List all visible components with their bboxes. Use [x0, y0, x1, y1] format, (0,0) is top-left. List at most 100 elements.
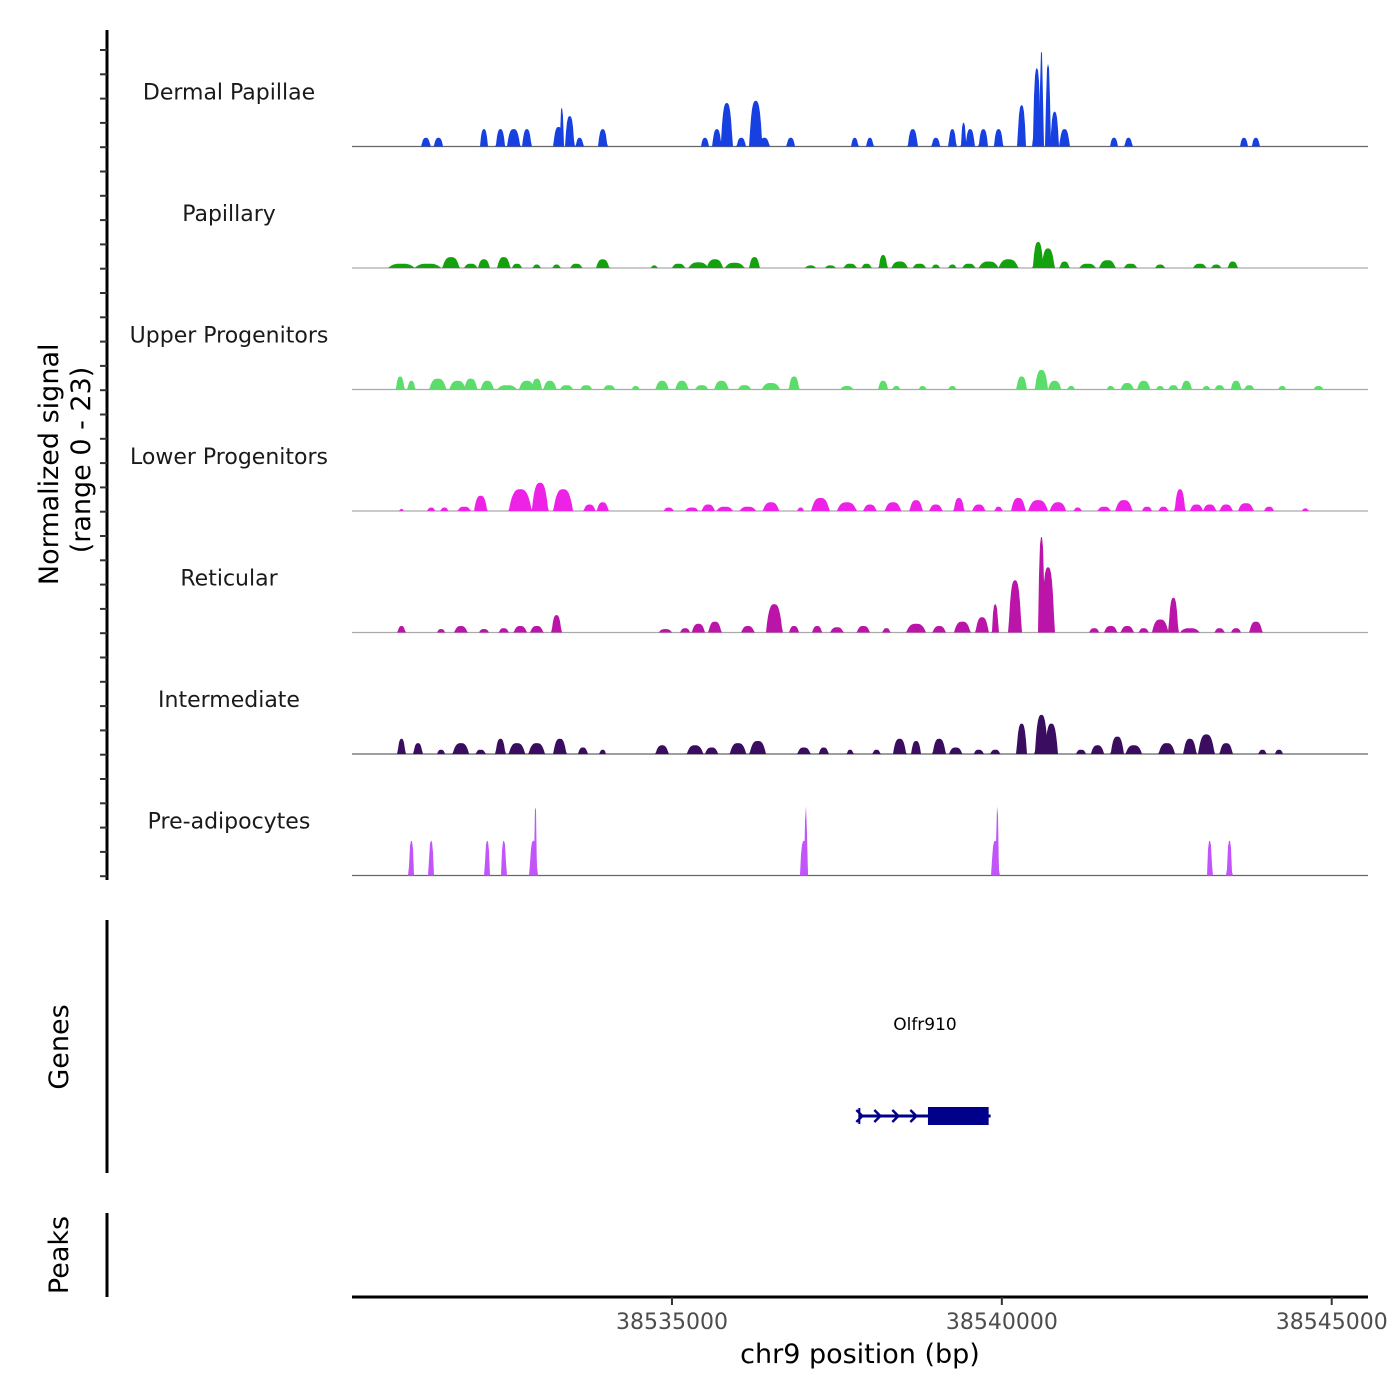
signal-peak — [1016, 723, 1027, 754]
genes-panel-label: Genes — [44, 1004, 75, 1089]
signal-peak — [1067, 386, 1076, 390]
signal-peak — [830, 627, 844, 633]
signal-peak — [397, 626, 406, 633]
signal-peak — [475, 749, 486, 754]
track-papillary: Papillary — [182, 202, 1368, 269]
signal-peak — [497, 385, 517, 390]
signal-peak — [789, 626, 799, 633]
gene-olfr910[interactable]: Olfr910 — [855, 1015, 991, 1125]
signal-peak — [1302, 508, 1309, 511]
signal-peak — [1313, 386, 1324, 390]
signal-peak — [531, 378, 543, 390]
signal-peak — [1059, 261, 1070, 268]
signal-peak — [1179, 628, 1200, 633]
signal-peak — [866, 137, 874, 147]
signal-peak — [761, 383, 781, 390]
signal-peak — [479, 129, 488, 147]
signal-peak — [395, 376, 405, 390]
signal-peak — [1034, 714, 1049, 754]
signal-peak — [1050, 111, 1059, 147]
signal-peak — [1238, 503, 1254, 511]
signal-peak — [788, 376, 800, 390]
signal-peak — [1016, 376, 1027, 390]
x-tick-label: 38540000 — [946, 1310, 1058, 1335]
signal-peak — [650, 265, 658, 268]
track-label: Papillary — [182, 202, 276, 227]
signal-peak — [811, 498, 830, 511]
x-axis-title: chr9 position (bp) — [740, 1339, 980, 1370]
signal-peak — [428, 840, 434, 876]
signal-peak — [909, 500, 923, 511]
signal-peak — [1079, 263, 1096, 268]
signal-peak — [1203, 504, 1217, 511]
signal-peak — [911, 741, 922, 754]
signal-peak — [907, 129, 918, 147]
signal-peak — [1207, 840, 1213, 876]
signal-peak — [414, 263, 442, 268]
signal-peak — [671, 263, 686, 268]
signal-peak — [1264, 506, 1274, 511]
signal-peak — [522, 129, 532, 147]
signal-peak — [706, 259, 724, 268]
signal-peak — [1138, 628, 1149, 633]
signal-peak — [565, 116, 575, 147]
signal-peak — [531, 482, 549, 511]
signal-peak — [872, 749, 881, 754]
signal-peak — [932, 738, 946, 754]
signal-peak — [741, 626, 755, 633]
gene-label: Olfr910 — [893, 1015, 957, 1035]
signal-peak — [948, 386, 957, 390]
signal-peak — [1214, 385, 1225, 390]
signal-peak — [805, 265, 816, 268]
signal-peak — [704, 747, 719, 754]
gene-exon — [927, 1107, 989, 1125]
signal-peak — [478, 629, 489, 633]
peaks-panel-label: Peaks — [44, 1216, 75, 1294]
signal-peak — [413, 743, 423, 754]
signal-peak — [1106, 386, 1115, 390]
track-dermal-papillae: Dermal Papillae — [143, 51, 1368, 148]
signal-peak — [1115, 500, 1133, 511]
signal-peak — [1249, 621, 1263, 633]
signal-peak — [701, 504, 715, 511]
signal-peak — [724, 262, 745, 268]
signal-peak — [892, 738, 907, 754]
strand-arrow-icon — [891, 1109, 901, 1123]
signal-peak — [1076, 749, 1086, 754]
signal-peak — [421, 137, 431, 147]
signal-peak — [551, 615, 562, 633]
track-upper-progenitors: Upper Progenitors — [130, 324, 1368, 391]
signal-peak — [712, 129, 722, 147]
signal-peak — [1258, 749, 1267, 754]
signal-peak — [583, 504, 596, 511]
signal-peak — [1214, 628, 1225, 633]
signal-peak — [1123, 263, 1138, 268]
signal-peak — [552, 264, 561, 268]
signal-peak — [1168, 385, 1179, 390]
signal-peak — [655, 380, 669, 390]
signal-peak — [388, 263, 415, 268]
signal-peak — [596, 502, 609, 511]
signal-peak — [998, 259, 1019, 268]
signal-peak — [1032, 241, 1044, 268]
signal-peak — [1158, 743, 1176, 754]
signal-peak — [408, 840, 415, 876]
y-axis-title: Normalized signal (range 0 - 23) — [34, 335, 97, 585]
signal-peak — [1156, 386, 1165, 390]
signal-peak — [716, 506, 733, 511]
signal-peak — [1274, 749, 1283, 754]
signal-peak — [978, 129, 988, 147]
signal-peak — [442, 257, 460, 268]
signal-peak — [1244, 385, 1255, 390]
signal-peak — [474, 495, 488, 511]
signal-peak — [508, 743, 526, 754]
signal-peak — [948, 129, 957, 147]
signal-peak — [570, 263, 583, 268]
signal-peak — [973, 749, 984, 754]
signal-peak — [931, 264, 940, 268]
signal-peak — [765, 604, 783, 633]
signal-peak — [655, 745, 669, 754]
signal-peak — [1008, 580, 1022, 633]
signal-peak — [737, 385, 752, 390]
